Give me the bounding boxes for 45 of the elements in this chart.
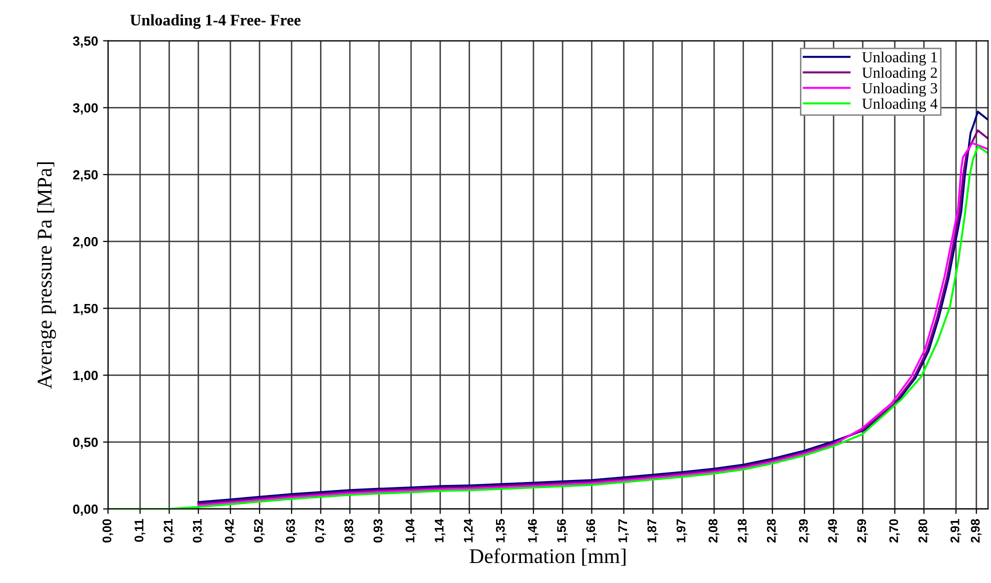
x-axis-title: Deformation [mm] [470, 548, 626, 566]
x-tick-label: 0,83 [344, 519, 356, 543]
x-tick-label: 2,59 [857, 519, 868, 543]
y-tick-label: 0,00 [73, 504, 98, 516]
x-tick-label: 1,87 [647, 519, 658, 542]
x-tick-label: 0,42 [224, 519, 236, 543]
x-tick-label: 2,18 [738, 519, 748, 543]
x-tick-label: 1,56 [557, 519, 568, 542]
x-tick-label: 0,93 [374, 519, 384, 543]
legend-label: Unloading 3 [862, 82, 938, 97]
chart-title: Unloading 1-4 Free- Free [130, 14, 301, 29]
y-tick-label: 1,00 [73, 370, 98, 382]
x-tick-label: 2,08 [708, 519, 720, 543]
x-tick-label: 1,35 [496, 519, 507, 542]
x-tick-label: 2,39 [798, 519, 810, 543]
x-tick-label: 0,52 [254, 519, 265, 543]
x-tick-label: 0,00 [102, 519, 114, 543]
x-tick-label: 0,63 [286, 519, 297, 543]
y-tick-label: 3,00 [72, 103, 98, 115]
y-tick-label: 0,50 [73, 438, 98, 449]
x-tick-label: 1,77 [618, 519, 629, 542]
y-tick-label: 2,50 [73, 170, 98, 182]
x-tick-label: 1,46 [528, 519, 539, 542]
x-tick-label: 0,21 [164, 519, 174, 543]
x-tick-label: 1,14 [434, 518, 446, 542]
x-tick-label: 1,66 [586, 519, 597, 542]
x-tick-label: 2,49 [828, 519, 839, 543]
x-tick-label: 0,11 [134, 519, 146, 542]
x-tick-label: 2,28 [766, 519, 778, 543]
x-tick-label: 2,80 [918, 519, 930, 543]
x-tick-label: 2,98 [970, 519, 982, 543]
y-tick-label: 1,50 [73, 304, 98, 316]
x-tick-label: 2,70 [889, 519, 900, 543]
x-tick-label: 1,04 [406, 518, 416, 542]
legend-label: Unloading 2 [862, 67, 937, 82]
x-tick-label: 2,91 [950, 519, 962, 543]
y-tick-label: 2,00 [73, 237, 98, 248]
x-tick-label: 1,97 [676, 519, 688, 542]
x-tick-label: 1,24 [464, 518, 475, 542]
legend-label: Unloading 1 [862, 52, 937, 66]
x-tick-label: 0,73 [315, 519, 326, 543]
y-axis-title: Average pressure Pa [MPa] [37, 162, 56, 389]
x-tick-label: 0,31 [192, 519, 204, 543]
legend-label: Unloading 4 [862, 98, 938, 112]
y-tick-label: 3,50 [72, 36, 98, 48]
